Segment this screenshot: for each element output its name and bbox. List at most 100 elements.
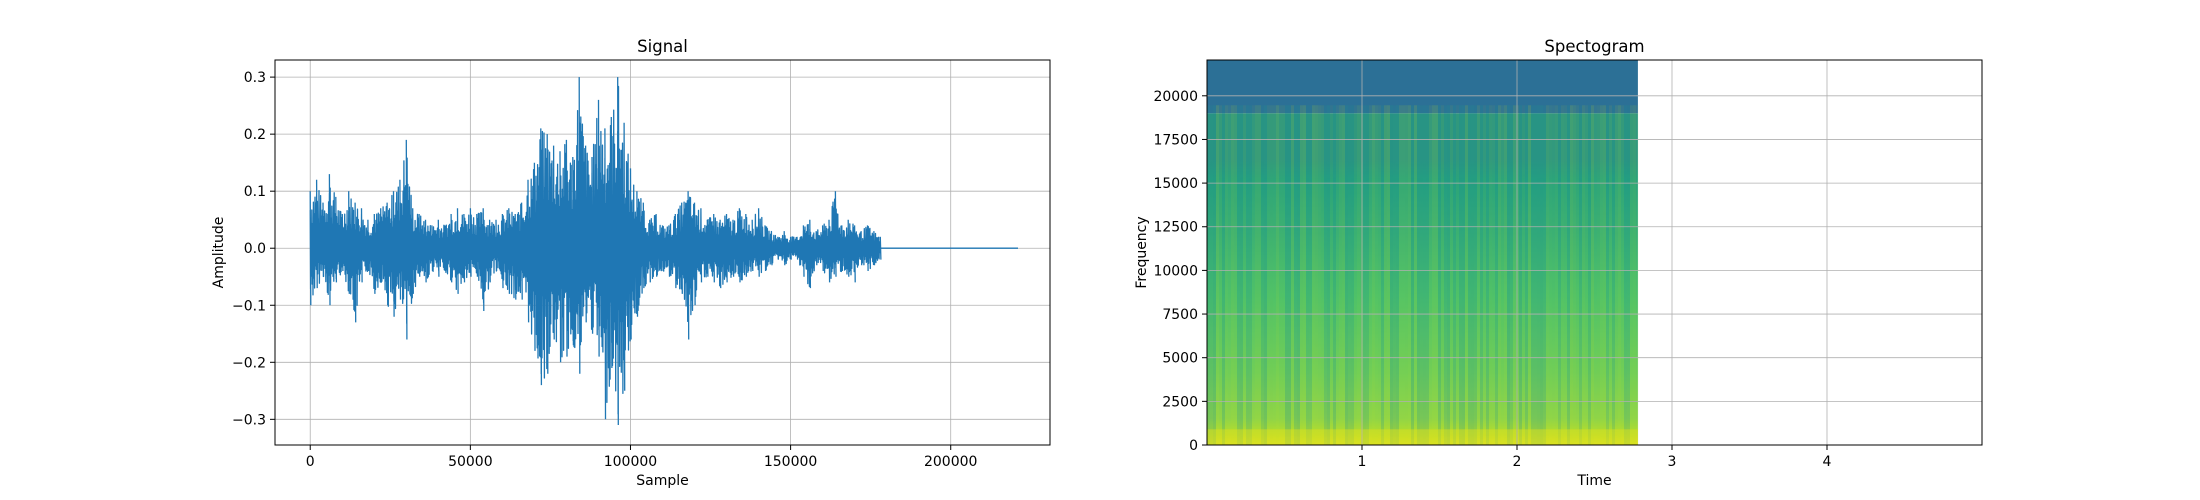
spectrogram-column [1270,105,1273,445]
spectrogram-column [1555,105,1558,445]
spectrogram-column [1519,105,1522,445]
spectrogram-y-tick-label: 5000 [1162,351,1198,367]
spectrogram-column [1351,105,1354,445]
spectrogram-y-tick-label: 7500 [1162,307,1198,323]
spectrogram-x-tick-label: 2 [1513,454,1522,470]
spectrogram-y-tick-label: 15000 [1153,176,1198,192]
spectrogram-y-axis-label: Frequency [1134,216,1150,288]
spectrogram-column [1207,105,1210,445]
spectrogram-column [1372,105,1375,445]
signal-waveform-line [309,77,1018,426]
spectrogram-x-tick-label: 4 [1823,454,1832,470]
spectrogram-column [1411,105,1414,445]
spectrogram-column [1576,105,1579,445]
spectrogram-column [1264,105,1267,445]
spectrogram-column [1282,105,1285,445]
spectrogram-column [1579,105,1582,445]
spectrogram-column [1501,105,1504,445]
spectrogram-column [1303,105,1306,445]
spectrogram-column [1414,105,1417,445]
signal-x-tick-label: 200000 [924,454,977,470]
spectrogram-column [1297,105,1300,445]
signal-title: Signal [637,37,688,56]
spectrogram-column [1504,105,1507,445]
spectrogram-column [1441,105,1444,445]
spectrogram-column [1444,105,1447,445]
signal-x-tick-label: 100000 [604,454,657,470]
spectrogram-column [1369,105,1372,445]
spectrogram-column [1402,105,1405,445]
signal-y-ticks: −0.3 −0.2 −0.1 0.0 0.1 0.2 0.3 [232,70,275,428]
spectrogram-column [1468,105,1471,445]
spectrogram-column [1624,105,1627,445]
spectrogram-column [1609,105,1612,445]
spectrogram-column [1483,105,1486,445]
signal-y-tick-label: −0.3 [232,412,266,428]
spectrogram-x-tick-label: 3 [1668,454,1677,470]
spectrogram-column [1522,105,1525,445]
spectrogram-column [1471,105,1474,445]
spectrogram-column [1429,105,1432,445]
spectrogram-column [1543,105,1546,445]
spectrogram-column [1357,105,1360,445]
spectrogram-column [1432,105,1435,445]
spectrogram-column [1618,105,1621,445]
spectrogram-column [1327,105,1330,445]
spectrogram-column [1486,105,1489,445]
spectrogram-column [1480,105,1483,445]
signal-y-tick-label: 0.2 [244,127,266,143]
spectrogram-column [1393,105,1396,445]
spectrogram-column [1588,105,1591,445]
signal-x-tick-label: 50000 [448,454,493,470]
spectrogram-column [1210,105,1213,445]
spectrogram-column [1495,105,1498,445]
spectrogram-column [1249,105,1252,445]
spectrogram-column [1546,105,1549,445]
spectrogram-column [1627,105,1630,445]
signal-y-tick-label: 0.3 [244,70,266,86]
spectrogram-column [1396,105,1399,445]
spectrogram-column [1213,105,1216,445]
spectrogram-column [1276,105,1279,445]
spectrogram-axes-frame [1206,59,1983,446]
spectrogram-x-axis-label: Time [1576,473,1611,489]
signal-axes-frame [274,59,1051,446]
spectrogram-column [1360,105,1363,445]
spectrogram-column [1621,105,1624,445]
spectrogram-column [1285,105,1288,445]
spectrogram-column [1363,105,1366,445]
spectrogram-column [1273,105,1276,445]
spectrogram-column [1258,105,1261,445]
signal-x-tick-label: 150000 [764,454,817,470]
spectrogram-column [1294,105,1297,445]
spectrogram-column [1534,105,1537,445]
spectrogram-energy-band [1207,113,1638,445]
spectrogram-column [1528,105,1531,445]
spectrogram-column [1408,105,1411,445]
spectrogram-column [1525,105,1528,445]
spectrogram-column [1222,105,1225,445]
spectrogram-title: Spectogram [1544,37,1644,56]
spectrogram-column [1570,105,1573,445]
spectrogram-column [1387,105,1390,445]
spectrogram-column [1630,105,1633,445]
spectrogram-y-ticks: 0 2500 5000 7500 10000 12500 15000 17500 20000 [1153,89,1207,454]
signal-plot: 0 50000 100000 150000 200000 −0.3 −0.2 −0.1 0.0… [211,37,1051,489]
signal-y-tick-label: −0.2 [232,355,266,371]
spectrogram-y-tick-label: 12500 [1153,220,1198,236]
spectrogram-column [1381,105,1384,445]
spectrogram-column [1237,105,1240,445]
signal-series [309,77,1018,426]
spectrogram-column [1498,105,1501,445]
spectrogram-column [1417,105,1420,445]
spectrogram-column [1390,105,1393,445]
spectrogram-column [1366,105,1369,445]
signal-y-tick-label: −0.1 [232,298,266,314]
spectrogram-column [1252,105,1255,445]
spectrogram-column [1309,105,1312,445]
spectrogram-column [1300,105,1303,445]
spectrogram-column [1261,105,1264,445]
spectrogram-column [1225,105,1228,445]
spectrogram-column [1288,105,1291,445]
